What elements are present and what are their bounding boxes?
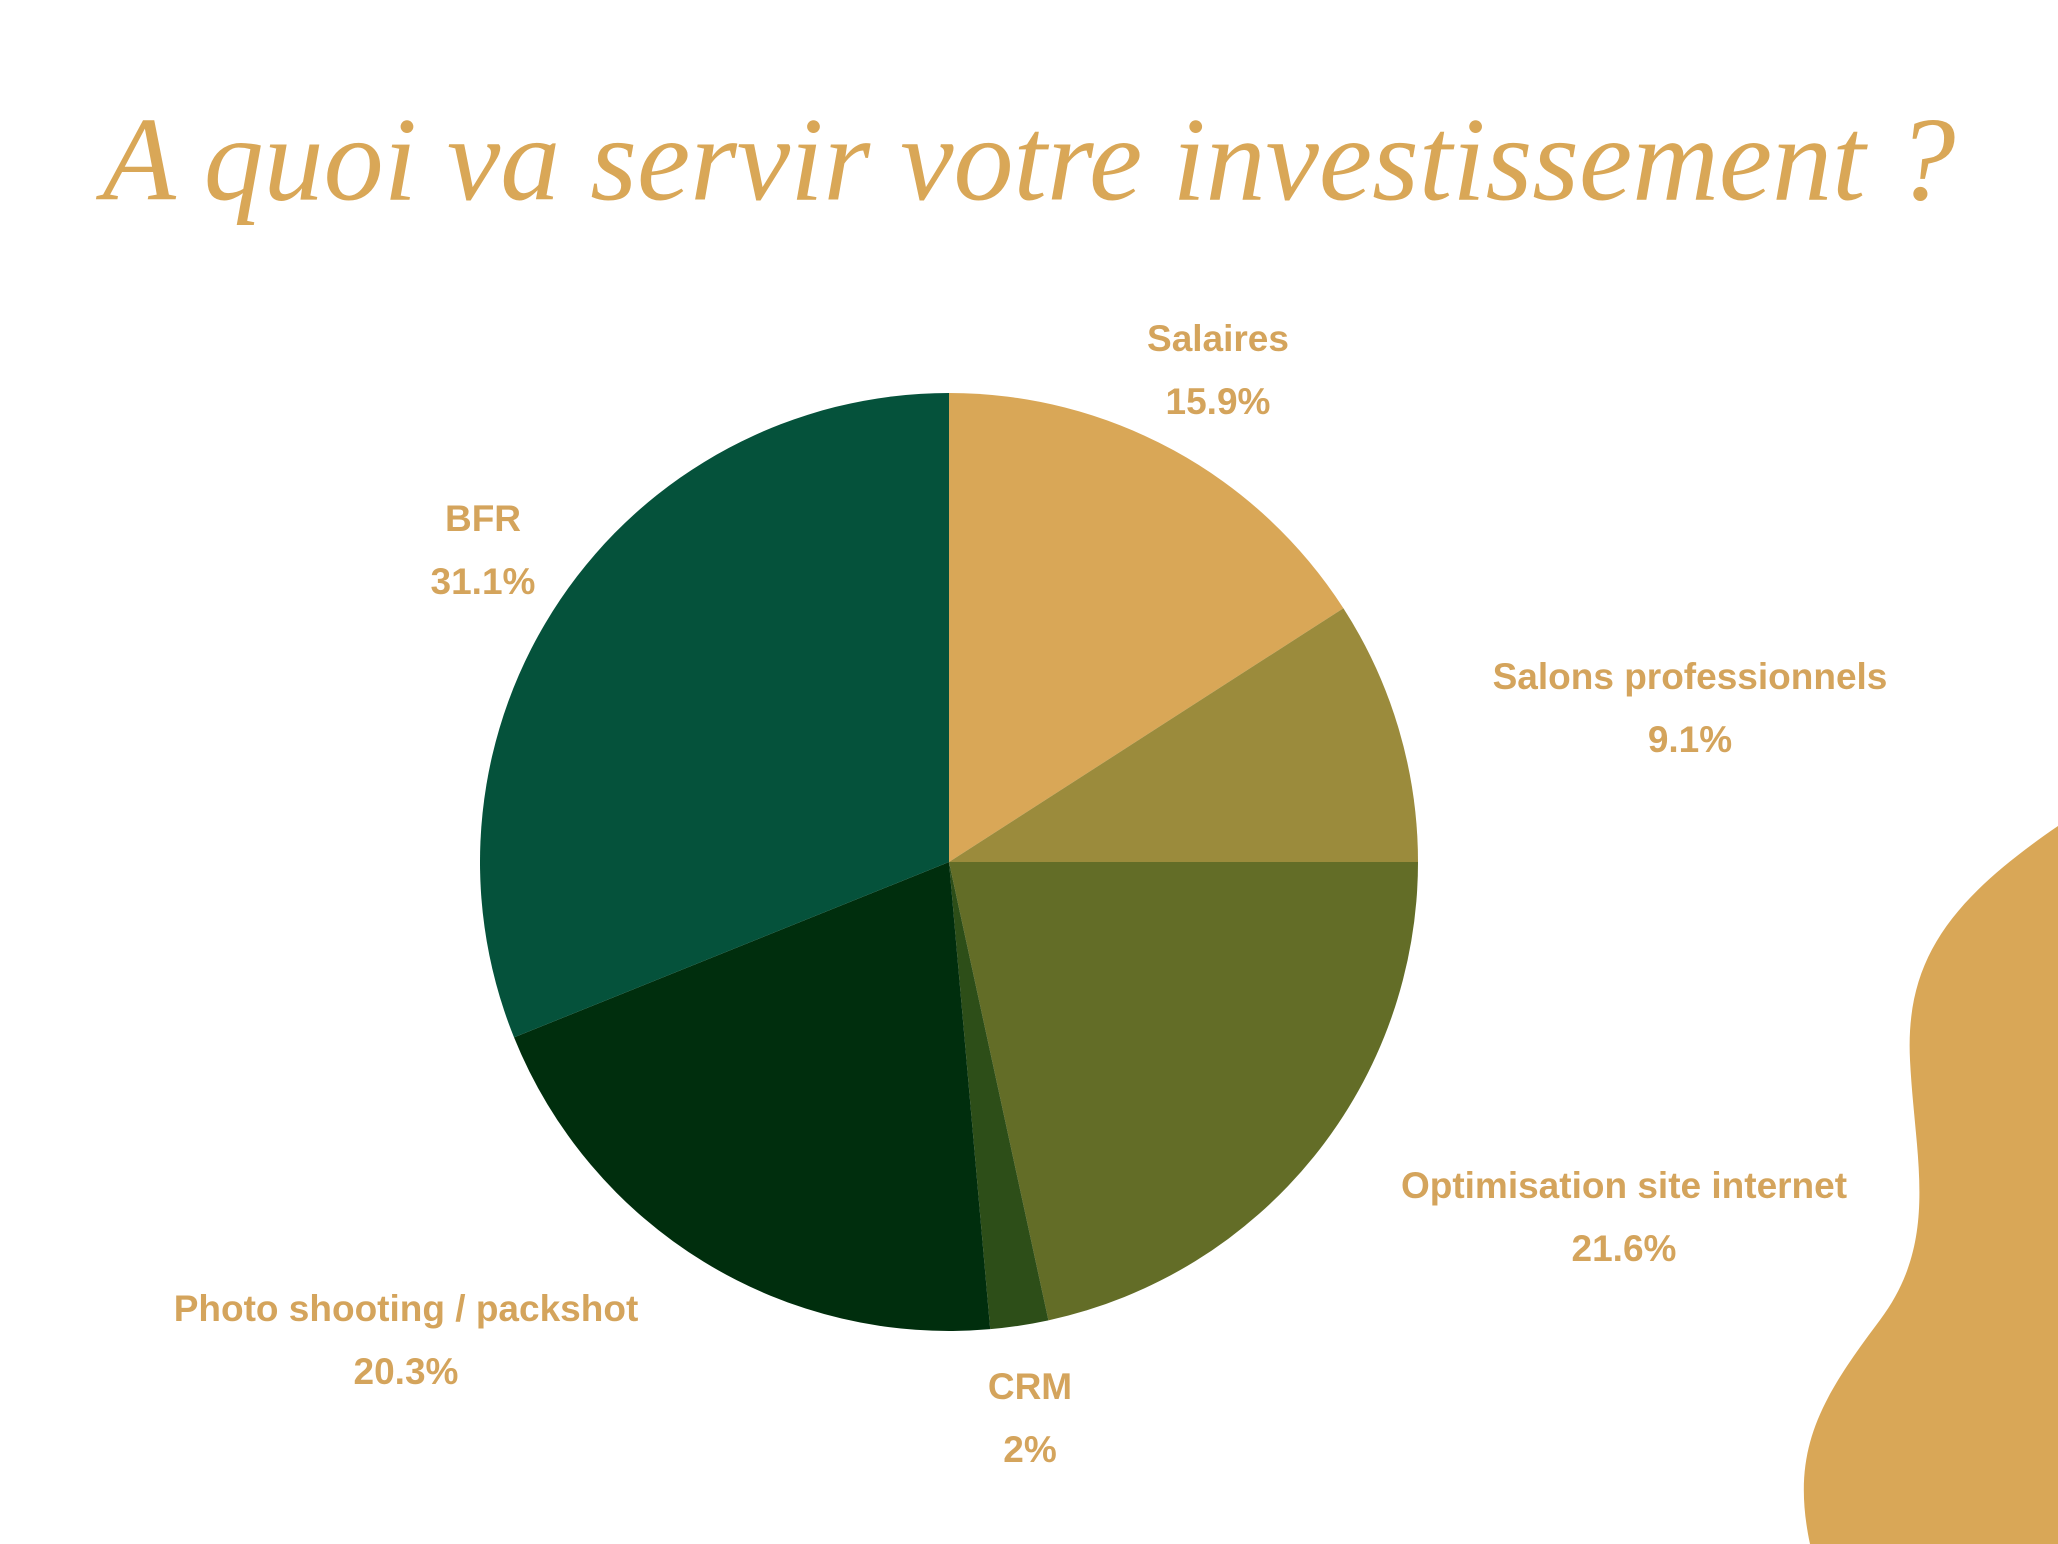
slice-value-label: 21.6% [1572, 1228, 1677, 1269]
slice-value-label: 20.3% [354, 1351, 459, 1392]
pie-slice [514, 862, 991, 1331]
slice-label: Salaires [1147, 318, 1289, 359]
slice-value-label: 31.1% [431, 561, 536, 602]
decorative-blob [1803, 826, 2058, 1544]
slice-label: CRM [988, 1366, 1072, 1407]
pie [479, 393, 1418, 1331]
slice-value-label: 2% [1003, 1429, 1056, 1470]
slice-label: BFR [445, 498, 521, 539]
slice-label: Optimisation site internet [1401, 1165, 1847, 1206]
slice-label: Photo shooting / packshot [174, 1288, 639, 1329]
pie-slice [949, 862, 1049, 1330]
labels: Salaires 15.9% Salons professionnels 9.1% Op… [174, 318, 1888, 1470]
chart-title: A quoi va servir votre investissement ? [96, 93, 1956, 226]
pie-slice [479, 393, 949, 1038]
slice-value-label: 15.9% [1166, 381, 1271, 422]
slice-label: Salons professionnels [1493, 656, 1888, 697]
pie-slice [949, 608, 1418, 862]
pie-slice [949, 862, 1418, 1321]
slice-value-label: 9.1% [1648, 719, 1732, 760]
pie-slice [949, 393, 1344, 862]
